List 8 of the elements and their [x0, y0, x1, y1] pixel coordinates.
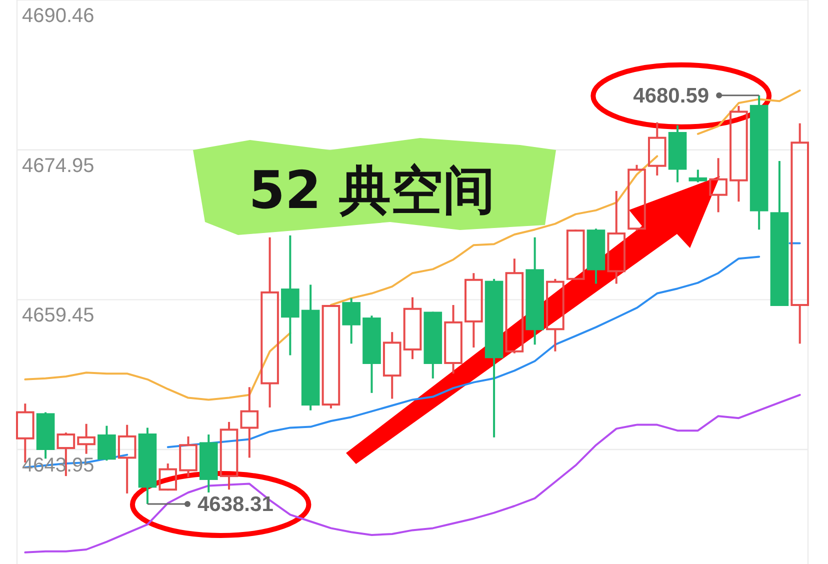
y-tick-label: 4690.46 — [22, 5, 94, 27]
annotation: 52 典空间 — [248, 161, 496, 221]
annotation: 4680.59 — [633, 84, 760, 108]
annotation: 4680.59 — [633, 84, 710, 108]
annotation: 4638.31 — [147, 492, 274, 516]
y-tick-label: 4674.95 — [22, 154, 94, 177]
y-tick-label: 4659.45 — [22, 304, 94, 327]
annotation: 4638.31 — [197, 492, 274, 516]
